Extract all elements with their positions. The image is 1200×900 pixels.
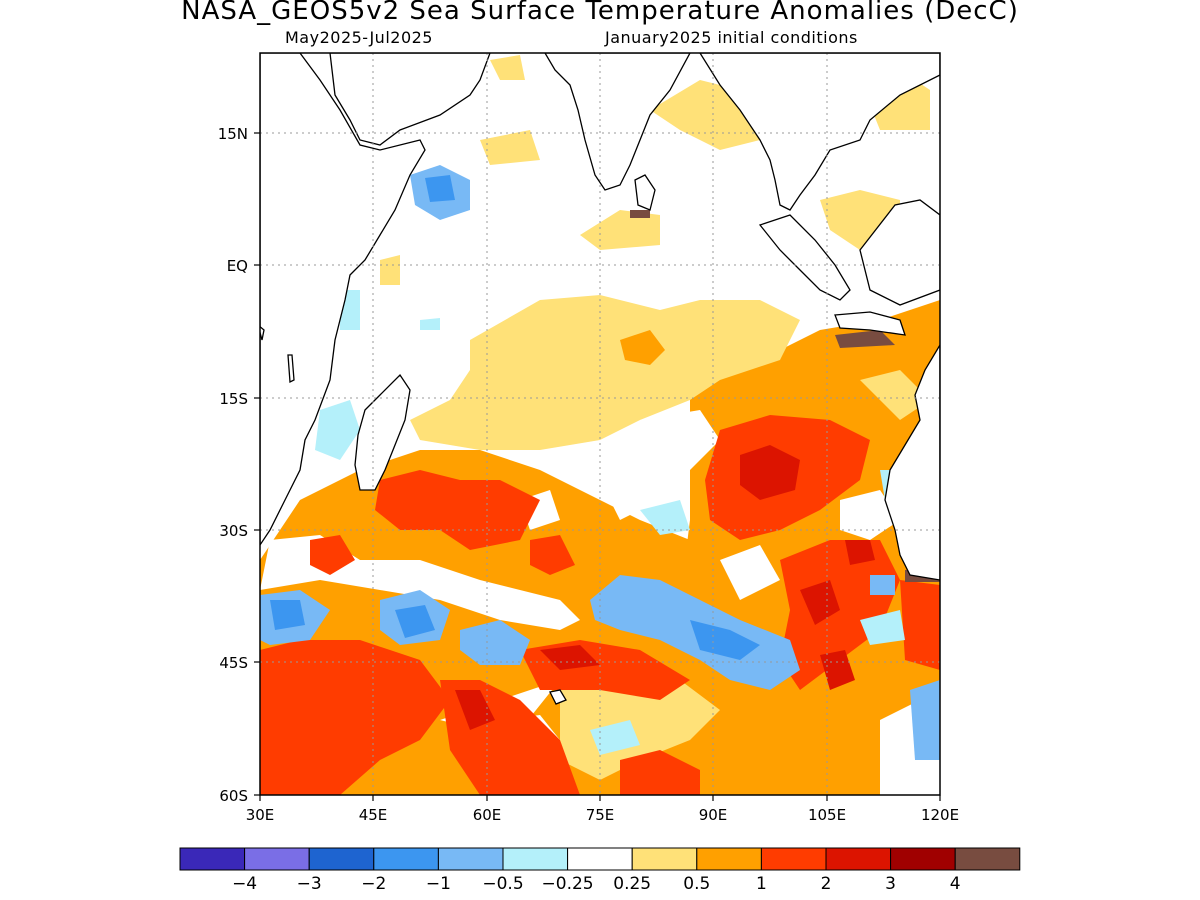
kerguelen-island [549, 689, 567, 705]
colorbar-swatch [825, 847, 892, 871]
colorbar-swatch [696, 847, 762, 871]
arabia-coast [329, 53, 491, 146]
colorbar-swatch [244, 847, 310, 871]
colorbar-swatch [179, 847, 246, 871]
longitude-labels: 30E 45E 60E 75E 90E 105E 120E [246, 806, 959, 824]
colorbar-swatch [308, 847, 375, 871]
anomaly-region-yellow-central [410, 295, 800, 450]
colorbar-label: 4 [950, 874, 961, 894]
graticule [260, 53, 940, 795]
lon-label: 90E [699, 806, 728, 824]
forecast-period: May2025-Jul2025 [285, 28, 433, 47]
map-title: NASA_GEOS5v2 Sea Surface Temperature Ano… [181, 0, 1019, 26]
colorbar-label: −4 [232, 874, 257, 894]
lat-label: 15N [218, 125, 248, 143]
lon-label: 105E [808, 806, 846, 824]
colorbar-label: 0.25 [613, 874, 651, 894]
lon-label: 120E [921, 806, 959, 824]
colorbar-label: 2 [821, 874, 832, 894]
colorbar-label: −1 [426, 874, 451, 894]
lon-label: 75E [586, 806, 615, 824]
colorbar-swatch [567, 847, 633, 871]
africa-coast [260, 53, 426, 547]
lon-label: 45E [359, 806, 388, 824]
colorbar-label: −0.5 [482, 874, 523, 894]
java-coast [834, 311, 906, 336]
lat-label: 60S [219, 787, 248, 805]
initial-conditions: January2025 initial conditions [605, 28, 858, 47]
colorbar-swatch [954, 847, 1021, 871]
colorbar-swatch [373, 847, 439, 871]
madagascar-coast [354, 373, 411, 491]
land-coastlines [260, 53, 940, 705]
lon-label: 30E [246, 806, 275, 824]
colorbar: −4 −3 −2 −1 −0.5 −0.25 0.25 0.5 1 2 3 4 [179, 847, 1021, 894]
colorbar-label: −0.25 [542, 874, 594, 894]
lat-label: 45S [219, 654, 248, 672]
india-coast [544, 53, 691, 191]
borneo-coast [859, 199, 940, 306]
colorbar-swatch [502, 847, 569, 871]
lon-label: 60E [473, 806, 502, 824]
latitude-labels: 15N EQ 15S 30S 45S 60S [218, 125, 248, 805]
colorbar-swatch [890, 847, 956, 871]
colorbar-swatch [760, 847, 827, 871]
sri-lanka-coast [634, 174, 656, 211]
sumatra-coast [758, 214, 851, 301]
australia-coast [884, 343, 940, 581]
lat-label: 15S [219, 390, 248, 408]
colorbar-label: 0.5 [683, 874, 710, 894]
colorbar-label: 3 [885, 874, 896, 894]
colorbar-label: −3 [297, 874, 322, 894]
colorbar-swatch [631, 847, 698, 871]
southeast-asia-coast [699, 53, 940, 211]
lat-label: EQ [227, 257, 248, 275]
colorbar-label: −2 [361, 874, 386, 894]
colorbar-label: 1 [756, 874, 767, 894]
anomaly-field [260, 53, 940, 795]
lat-label: 30S [219, 522, 248, 540]
colorbar-swatch [437, 847, 504, 871]
